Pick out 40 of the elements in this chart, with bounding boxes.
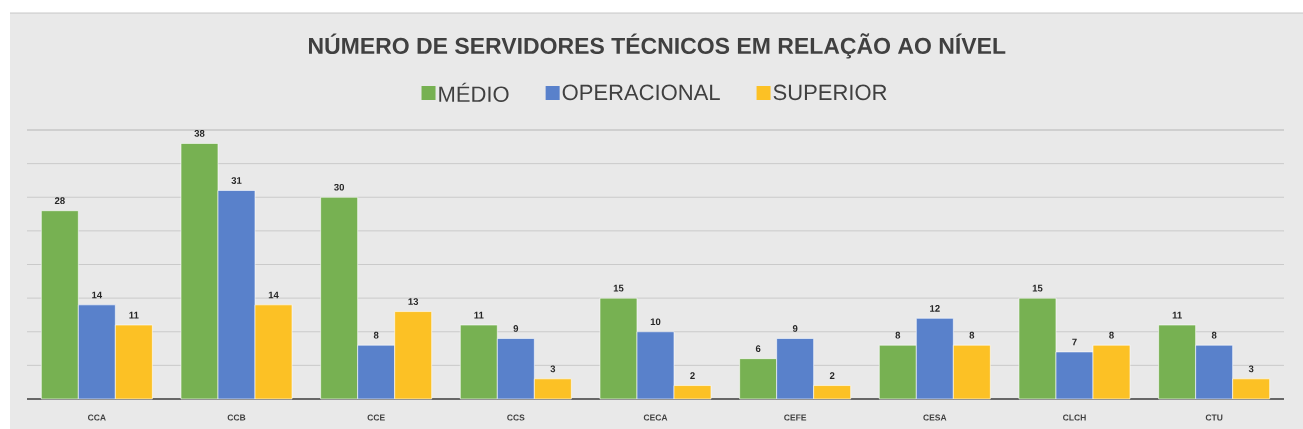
legend-label: MÉDIO	[439, 82, 509, 103]
data-label: 6	[755, 345, 761, 353]
x-tick-label: CLCH	[1063, 414, 1086, 421]
data-label: 7	[1072, 338, 1077, 346]
data-label: 12	[930, 305, 940, 312]
data-label: 9	[792, 325, 798, 332]
data-label: 13	[408, 298, 419, 305]
data-label: 14	[268, 291, 279, 299]
data-label: 28	[54, 197, 65, 205]
data-label: 14	[92, 291, 103, 299]
x-tick-label: CESA	[923, 414, 947, 421]
data-label: 8	[1211, 331, 1217, 339]
data-label: 11	[129, 311, 139, 319]
data-label: 30	[334, 183, 345, 191]
data-label: 11	[1172, 311, 1182, 319]
x-tick-label: CCS	[507, 414, 525, 421]
data-label: 3	[550, 365, 556, 373]
data-label: 38	[194, 130, 205, 137]
data-label: 8	[1109, 331, 1114, 339]
data-label: 15	[613, 284, 624, 292]
data-label: 3	[1248, 365, 1254, 373]
data-label: 2	[829, 372, 835, 379]
x-tick-label: CCB	[227, 414, 246, 421]
data-label: 15	[1032, 284, 1043, 292]
data-label: 9	[513, 325, 519, 332]
data-label: 8	[895, 331, 901, 339]
data-label: 10	[650, 318, 661, 326]
x-tick-label: CEFE	[784, 414, 807, 421]
x-tick-label: CCE	[367, 414, 385, 421]
data-label: 11	[474, 311, 484, 319]
data-label: 31	[231, 177, 242, 184]
x-tick-label: CECA	[643, 414, 668, 421]
x-tick-label: CTU	[1205, 414, 1223, 421]
chart-title: NÚMERO DE SERVIDORES TÉCNICOS EM RELAÇÃO AO NÍVEL	[309, 33, 1006, 59]
data-label: 8	[373, 331, 379, 339]
data-label: 8	[969, 331, 975, 339]
x-tick-label: CCA	[87, 414, 106, 421]
legend-label: OPERACIONAL	[562, 84, 720, 101]
data-label: 2	[690, 372, 695, 379]
legend-label: SUPERIOR	[773, 84, 887, 101]
